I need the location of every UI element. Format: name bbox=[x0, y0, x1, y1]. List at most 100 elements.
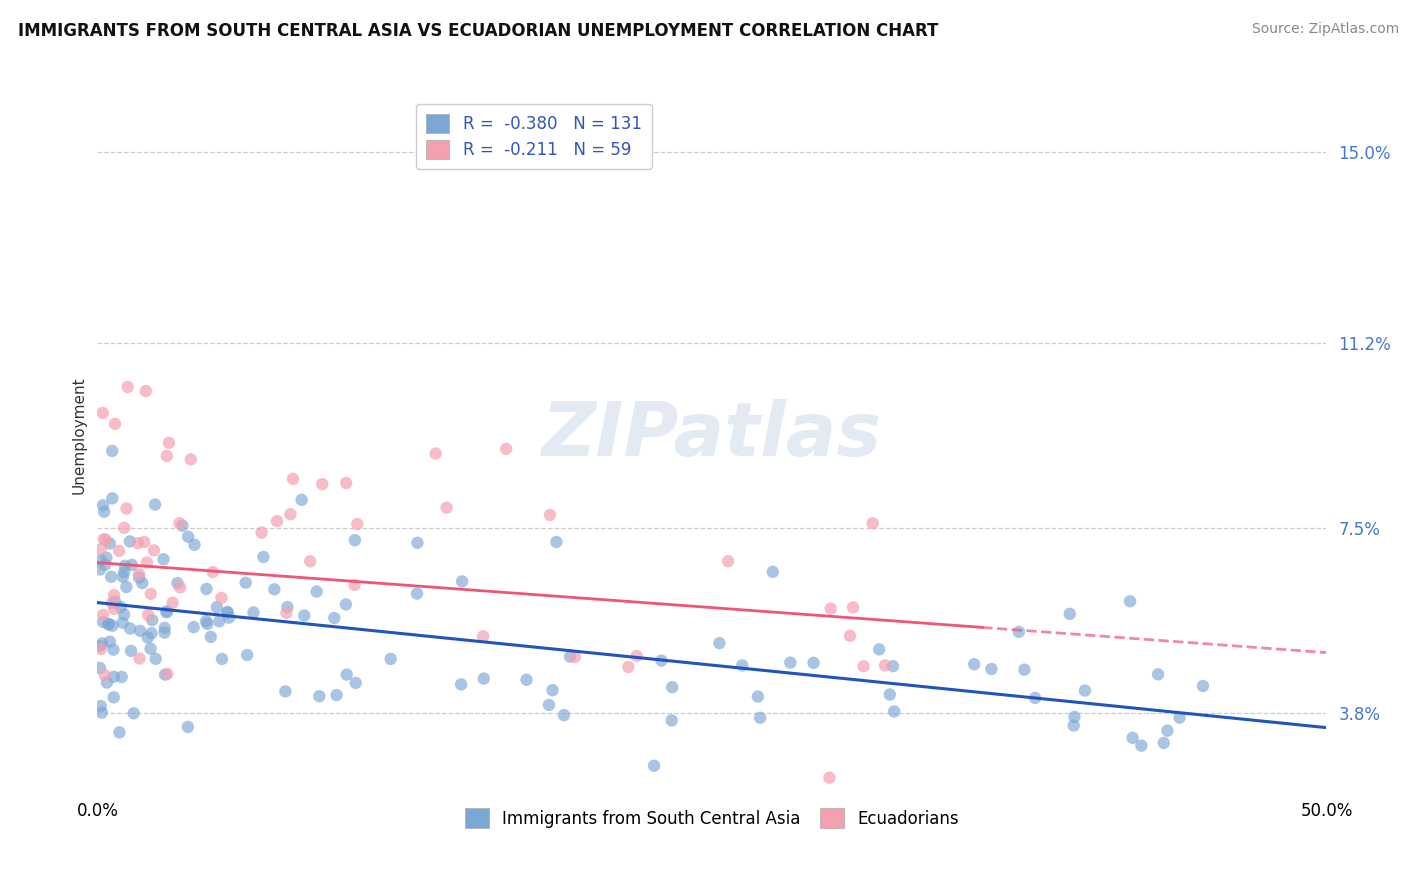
Point bbox=[346, 516, 368, 531]
Point bbox=[553, 708, 575, 723]
Point bbox=[143, 543, 166, 558]
Point bbox=[862, 516, 884, 531]
Point bbox=[266, 514, 288, 528]
Point bbox=[195, 614, 218, 628]
Point bbox=[875, 658, 897, 673]
Point bbox=[169, 581, 191, 595]
Point bbox=[98, 634, 121, 648]
Point bbox=[156, 604, 179, 618]
Point bbox=[281, 472, 304, 486]
Point bbox=[112, 521, 135, 535]
Point bbox=[131, 576, 153, 591]
Point bbox=[197, 616, 219, 631]
Point bbox=[731, 658, 754, 673]
Point bbox=[141, 613, 163, 627]
Point bbox=[963, 657, 986, 672]
Point bbox=[252, 549, 274, 564]
Point bbox=[94, 533, 117, 547]
Point bbox=[336, 667, 359, 681]
Point bbox=[153, 667, 176, 681]
Point bbox=[96, 550, 118, 565]
Point bbox=[96, 675, 118, 690]
Point bbox=[128, 571, 150, 585]
Point bbox=[717, 554, 740, 568]
Point bbox=[218, 610, 240, 624]
Point bbox=[709, 636, 731, 650]
Point bbox=[93, 532, 115, 546]
Point bbox=[308, 690, 330, 704]
Point bbox=[1130, 739, 1153, 753]
Point bbox=[94, 558, 117, 572]
Point bbox=[162, 596, 184, 610]
Point bbox=[169, 516, 191, 531]
Point bbox=[1024, 690, 1046, 705]
Point bbox=[111, 615, 134, 630]
Point bbox=[242, 606, 264, 620]
Point bbox=[209, 591, 232, 605]
Point bbox=[205, 600, 228, 615]
Point bbox=[112, 607, 135, 622]
Point bbox=[94, 668, 117, 682]
Point bbox=[291, 492, 314, 507]
Point bbox=[276, 600, 298, 615]
Point bbox=[323, 611, 346, 625]
Point bbox=[558, 649, 581, 664]
Point bbox=[263, 582, 285, 597]
Point bbox=[156, 449, 179, 463]
Point bbox=[217, 605, 239, 619]
Point bbox=[136, 556, 159, 570]
Point bbox=[749, 711, 772, 725]
Point bbox=[156, 666, 179, 681]
Point bbox=[803, 656, 825, 670]
Point bbox=[495, 442, 517, 456]
Point bbox=[97, 617, 120, 632]
Point bbox=[195, 582, 218, 596]
Point bbox=[152, 552, 174, 566]
Point bbox=[852, 659, 875, 673]
Point bbox=[115, 580, 138, 594]
Point bbox=[879, 688, 901, 702]
Point bbox=[91, 636, 114, 650]
Point bbox=[89, 639, 111, 653]
Point bbox=[343, 578, 366, 592]
Point bbox=[153, 621, 176, 635]
Point bbox=[250, 525, 273, 540]
Point bbox=[1147, 667, 1170, 681]
Point bbox=[155, 605, 177, 619]
Point bbox=[236, 648, 259, 662]
Point bbox=[111, 670, 134, 684]
Point bbox=[1074, 683, 1097, 698]
Point bbox=[538, 508, 561, 522]
Point bbox=[406, 586, 429, 600]
Point bbox=[97, 617, 120, 632]
Point bbox=[311, 477, 333, 491]
Point bbox=[103, 588, 125, 602]
Point bbox=[537, 698, 560, 712]
Point bbox=[115, 501, 138, 516]
Point bbox=[101, 596, 124, 610]
Point bbox=[661, 680, 683, 694]
Point bbox=[335, 475, 357, 490]
Point bbox=[1014, 663, 1036, 677]
Point bbox=[91, 607, 114, 622]
Text: Source: ZipAtlas.com: Source: ZipAtlas.com bbox=[1251, 22, 1399, 37]
Point bbox=[101, 618, 124, 632]
Point bbox=[1122, 731, 1144, 745]
Point bbox=[762, 565, 785, 579]
Point bbox=[292, 608, 315, 623]
Point bbox=[108, 544, 131, 558]
Point bbox=[235, 575, 257, 590]
Point bbox=[472, 672, 495, 686]
Point bbox=[1063, 718, 1085, 732]
Point bbox=[200, 630, 222, 644]
Point bbox=[134, 535, 156, 549]
Point bbox=[127, 536, 149, 550]
Point bbox=[546, 535, 568, 549]
Point bbox=[201, 565, 224, 579]
Point bbox=[626, 649, 648, 664]
Point bbox=[406, 536, 429, 550]
Point bbox=[103, 642, 125, 657]
Point bbox=[90, 706, 112, 720]
Point bbox=[1192, 679, 1215, 693]
Point bbox=[139, 641, 162, 656]
